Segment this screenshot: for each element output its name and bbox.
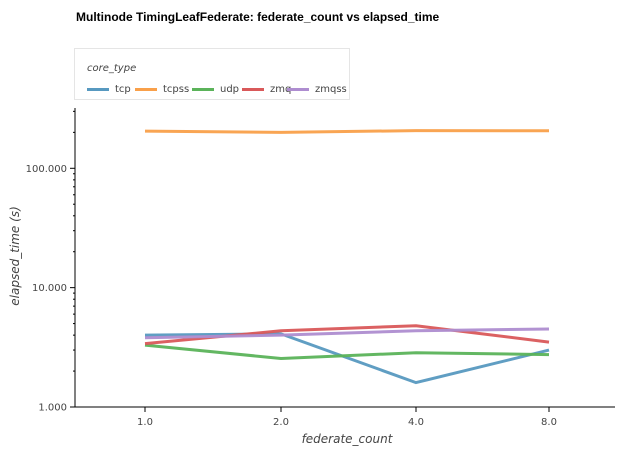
series-line-tcpss (144, 129, 550, 134)
x-tick-label: 8.0 (541, 417, 557, 428)
legend-item-tcp[interactable]: tcp (87, 83, 131, 95)
x-tick-label: 4.0 (408, 417, 424, 428)
legend-swatch-zmqss (287, 87, 309, 91)
series-line-zmqss (144, 327, 550, 340)
y-axis-label: elapsed_time (s) (8, 206, 22, 305)
legend-label-tcp: tcp (115, 83, 131, 95)
series-line-udp (144, 343, 550, 360)
legend-label-zmqss: zmqss (315, 83, 347, 95)
x-axis-label: federate_count (302, 432, 394, 446)
series-line-tcp (144, 332, 550, 385)
legend-label-zmq: zmq (270, 83, 292, 95)
legend-swatch-zmq (242, 87, 264, 91)
legend-swatch-tcp (87, 87, 109, 91)
legend-title: core_type (87, 63, 137, 74)
legend-item-zmq[interactable]: zmq (242, 83, 291, 95)
legend-swatch-tcpss (135, 87, 157, 91)
x-tick-label: 2.0 (273, 417, 289, 428)
legend-label-tcpss: tcpss (163, 83, 190, 95)
y-tick-label: 10.000 (32, 283, 67, 294)
legend-item-tcpss[interactable]: tcpss (135, 83, 189, 95)
legend-swatch-udp (192, 87, 214, 91)
legend-item-udp[interactable]: udp (192, 83, 239, 95)
series-layer (144, 129, 550, 385)
y-tick-label: 100.000 (26, 164, 67, 175)
legend-label-udp: udp (220, 83, 240, 95)
axes: 1.000 10.000 100.000 1.0 2.0 4.0 8.0 (26, 108, 615, 428)
x-tick-label: 1.0 (137, 417, 153, 428)
legend-item-zmqss[interactable]: zmqss (287, 83, 347, 95)
chart-title: Multinode TimingLeafFederate: federate_c… (76, 10, 440, 24)
y-tick-label: 1.000 (38, 403, 67, 414)
legend: core_type tcp tcpss udp zmq zmqss (74, 48, 350, 100)
